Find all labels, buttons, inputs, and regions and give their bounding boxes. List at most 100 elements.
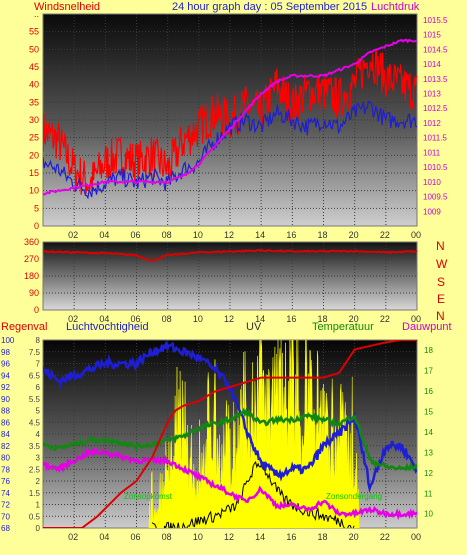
uv-axis-title: UV (246, 321, 262, 333)
x-tick-label: 04 (99, 230, 109, 240)
x-tick-label: 10 (193, 532, 203, 542)
x-tick-label: 12 (224, 230, 234, 240)
humidity-tick-label: 92 (1, 383, 10, 392)
uv-tick-label: 3.5 (29, 442, 41, 451)
pressure-tick-label: 1011 (423, 148, 441, 157)
x-tick-label: 22 (380, 532, 390, 542)
humidity-tick-label: 90 (1, 395, 10, 404)
uv-tick-label: 7 (36, 360, 41, 369)
temperature-tick-label: 11 (424, 489, 433, 498)
direction-tick-label: 0 (34, 305, 39, 315)
pressure-tick-label: 1009 (423, 207, 441, 216)
humidity-tick-label: 88 (1, 407, 10, 416)
pressure-tick-label: 1010.5 (423, 163, 448, 172)
pressure-line (43, 38, 417, 196)
pressure-tick-label: 1015 (423, 31, 441, 40)
x-tick-label: 20 (349, 314, 359, 324)
wind-speed-line (43, 48, 417, 195)
x-tick-label: 00 (411, 314, 421, 324)
direction-label-n-bottom: N (436, 309, 445, 323)
humidity-tick-label: 86 (1, 418, 10, 427)
uv-tick-label: 2 (36, 477, 41, 486)
x-tick-label: 02 (68, 314, 78, 324)
sunset-label: Zonsondergang (326, 492, 382, 501)
uv-tick-label: 6.5 (29, 371, 41, 380)
uv-tick-label: 7.5 (29, 348, 41, 357)
x-tick-label: 10 (193, 230, 203, 240)
temperature-tick-label: 12 (424, 469, 433, 478)
humidity-tick-label: 68 (1, 524, 10, 533)
wind-speed-tick-label: 15 (29, 168, 39, 178)
temperature-tick-label: 17 (424, 367, 433, 376)
x-tick-label: 08 (162, 314, 172, 324)
pressure-tick-label: 1013 (423, 90, 441, 99)
pressure-tick-label: 1009.5 (423, 193, 448, 202)
humidity-tick-label: 74 (1, 489, 10, 498)
uv-tick-label: 6 (36, 383, 41, 392)
x-tick-label: 20 (349, 230, 359, 240)
temperature-tick-label: 15 (424, 408, 433, 417)
x-tick-label: 16 (286, 230, 296, 240)
uv-tick-label: 4.5 (29, 418, 41, 427)
x-tick-label: 20 (349, 532, 359, 542)
temperature-axis-title: Temperatuur (312, 321, 374, 333)
x-tick-label: 06 (131, 230, 141, 240)
x-tick-label: 14 (255, 230, 265, 240)
x-tick-label: 14 (255, 532, 265, 542)
uv-tick-label: 0.5 (29, 512, 41, 521)
x-tick-label: 18 (318, 314, 328, 324)
humidity-tick-label: 100 (1, 336, 15, 345)
x-tick-label: 16 (286, 532, 296, 542)
x-tick-label: 18 (318, 230, 328, 240)
pressure-tick-label: 1014 (423, 60, 441, 69)
wind-speed-tick-label: 40 (29, 80, 39, 90)
pressure-tick-label: 1015.5 (423, 16, 448, 25)
x-tick-label: 04 (99, 314, 109, 324)
direction-label-e: E (437, 292, 445, 306)
wind-speed-tick-label: 20 (29, 150, 39, 160)
x-tick-label: 04 (99, 532, 109, 542)
pressure-tick-label: 1011.5 (423, 134, 447, 143)
x-tick-label: 00 (411, 532, 421, 542)
top-panel-border (42, 13, 418, 227)
humidity-tick-label: 96 (1, 360, 10, 369)
uv-tick-label: 0 (36, 524, 41, 533)
uv-tick-label: 1.5 (29, 489, 41, 498)
solar-line (151, 460, 355, 528)
x-tick-label: 12 (224, 314, 234, 324)
wind-speed-tick-label: 10 (29, 186, 39, 196)
x-tick-label: 16 (286, 314, 296, 324)
wind-speed-tick-label: 5 (34, 203, 39, 213)
wind-speed-tick-label: 30 (29, 115, 39, 125)
x-tick-label: 00 (411, 230, 421, 240)
humidity-tick-label: 94 (1, 371, 10, 380)
chart-title: 24 hour graph day : 05 September 2015 (172, 1, 367, 13)
wind-direction-line (43, 248, 417, 262)
wind-speed-tick-label: 55 (29, 27, 39, 37)
pressure-tick-label: 1013.5 (423, 75, 448, 84)
x-tick-label: 14 (255, 314, 265, 324)
x-tick-label: 08 (162, 230, 172, 240)
x-tick-label: 02 (68, 532, 78, 542)
sunrise-label: Zonsopkomst (124, 492, 173, 501)
humidity-tick-label: 84 (1, 430, 10, 439)
wind-speed-tick-label: .. (34, 9, 39, 19)
x-tick-label: 08 (162, 532, 172, 542)
humidity-tick-label: 76 (1, 477, 10, 486)
direction-tick-label: 270 (24, 254, 39, 264)
x-tick-label: 12 (224, 532, 234, 542)
direction-label-n-top: N (436, 239, 445, 253)
dewpoint-axis-title: Dauwpunt (402, 321, 452, 333)
mid-panel-border (42, 241, 418, 311)
wind-speed-tick-label: 50 (29, 44, 39, 54)
direction-tick-label: 360 (24, 237, 39, 247)
temperature-tick-label: 14 (424, 428, 433, 437)
humidity-tick-label: 70 (1, 512, 10, 521)
pressure-tick-label: 1012 (423, 119, 441, 128)
x-tick-label: 10 (193, 314, 203, 324)
temperature-tick-label: 16 (424, 387, 433, 396)
humidity-tick-label: 78 (1, 465, 10, 474)
wind-speed-tick-label: 35 (29, 97, 39, 107)
uv-tick-label: 5 (36, 407, 41, 416)
